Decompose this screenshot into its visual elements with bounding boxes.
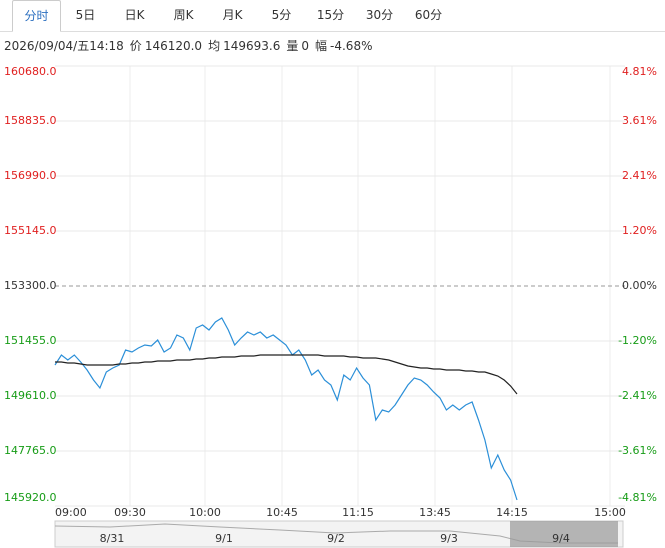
range-label: 幅 — [315, 39, 328, 53]
tab[interactable]: 5日 — [75, 8, 96, 22]
range: -4.68% — [330, 39, 373, 53]
price: 146120.0 — [144, 39, 203, 53]
y2-tick-label: 4.81% — [622, 65, 657, 78]
y-tick-label: 151455.0 — [4, 334, 57, 347]
x-tick-label: 09:00 — [55, 506, 87, 519]
tab[interactable]: 5分 — [271, 8, 292, 22]
x-tick-label: 09:30 — [114, 506, 146, 519]
y2-tick-label: 1.20% — [622, 224, 657, 237]
y-tick-label: 156990.0 — [4, 169, 57, 182]
avg: 149693.6 — [223, 39, 281, 53]
navigator-selection[interactable] — [510, 521, 618, 547]
navigator-date: 9/3 — [440, 532, 458, 545]
y2-tick-label: 0.00% — [622, 279, 657, 292]
x-tick-label: 15:00 — [594, 506, 626, 519]
navigator-date: 8/31 — [100, 532, 125, 545]
y2-tick-label: 2.41% — [622, 169, 657, 182]
x-tick-label: 10:00 — [189, 506, 221, 519]
info-line: 2026/09/04/五14:18 价 146120.0 均 149693.6 量 0 幅 -4… — [4, 37, 378, 54]
y2-tick-label: 3.61% — [622, 114, 657, 127]
x-tick-label: 10:45 — [266, 506, 298, 519]
y-tick-label: 145920.0 — [4, 491, 57, 504]
x-tick-label: 11:15 — [342, 506, 374, 519]
navigator-date: 9/1 — [215, 532, 233, 545]
y-tick-label: 149610.0 — [4, 389, 57, 402]
y2-tick-label: -2.41% — [618, 389, 657, 402]
price-label: 价 — [129, 39, 142, 53]
navigator-date: 9/2 — [327, 532, 345, 545]
x-tick-label: 13:45 — [419, 506, 451, 519]
x-tick-label: 14:15 — [496, 506, 528, 519]
volume-label: 量 — [286, 39, 299, 53]
tab[interactable]: 15分 — [316, 8, 345, 22]
y-tick-label: 155145.0 — [4, 224, 57, 237]
tab[interactable]: 周K — [173, 8, 194, 22]
price-line — [54, 317, 518, 501]
tab[interactable]: 60分 — [414, 8, 443, 22]
tab[interactable]: 月K — [222, 8, 243, 22]
average-line — [55, 354, 518, 395]
y-tick-label: 160680.0 — [4, 65, 57, 78]
y-tick-label: 147765.0 — [4, 444, 57, 457]
tab[interactable]: 分时 — [12, 0, 61, 32]
avg-label: 均 — [208, 39, 221, 53]
y2-tick-label: -1.20% — [618, 334, 657, 347]
y2-tick-label: -3.61% — [618, 444, 657, 457]
tab[interactable]: 30分 — [365, 8, 394, 22]
datetime: 2026/09/04/五14:18 — [4, 39, 124, 53]
y-tick-label: 153300.0 — [4, 279, 57, 292]
volume: 0 — [301, 39, 310, 53]
navigator-date: 9/4 — [552, 532, 570, 545]
y2-tick-label: -4.81% — [618, 491, 657, 504]
tab[interactable]: 日K — [124, 8, 145, 22]
y-tick-label: 158835.0 — [4, 114, 57, 127]
tab-bar: 分时 5日 日K 周K 月K 5分 15分 30分 60分 — [0, 0, 665, 32]
